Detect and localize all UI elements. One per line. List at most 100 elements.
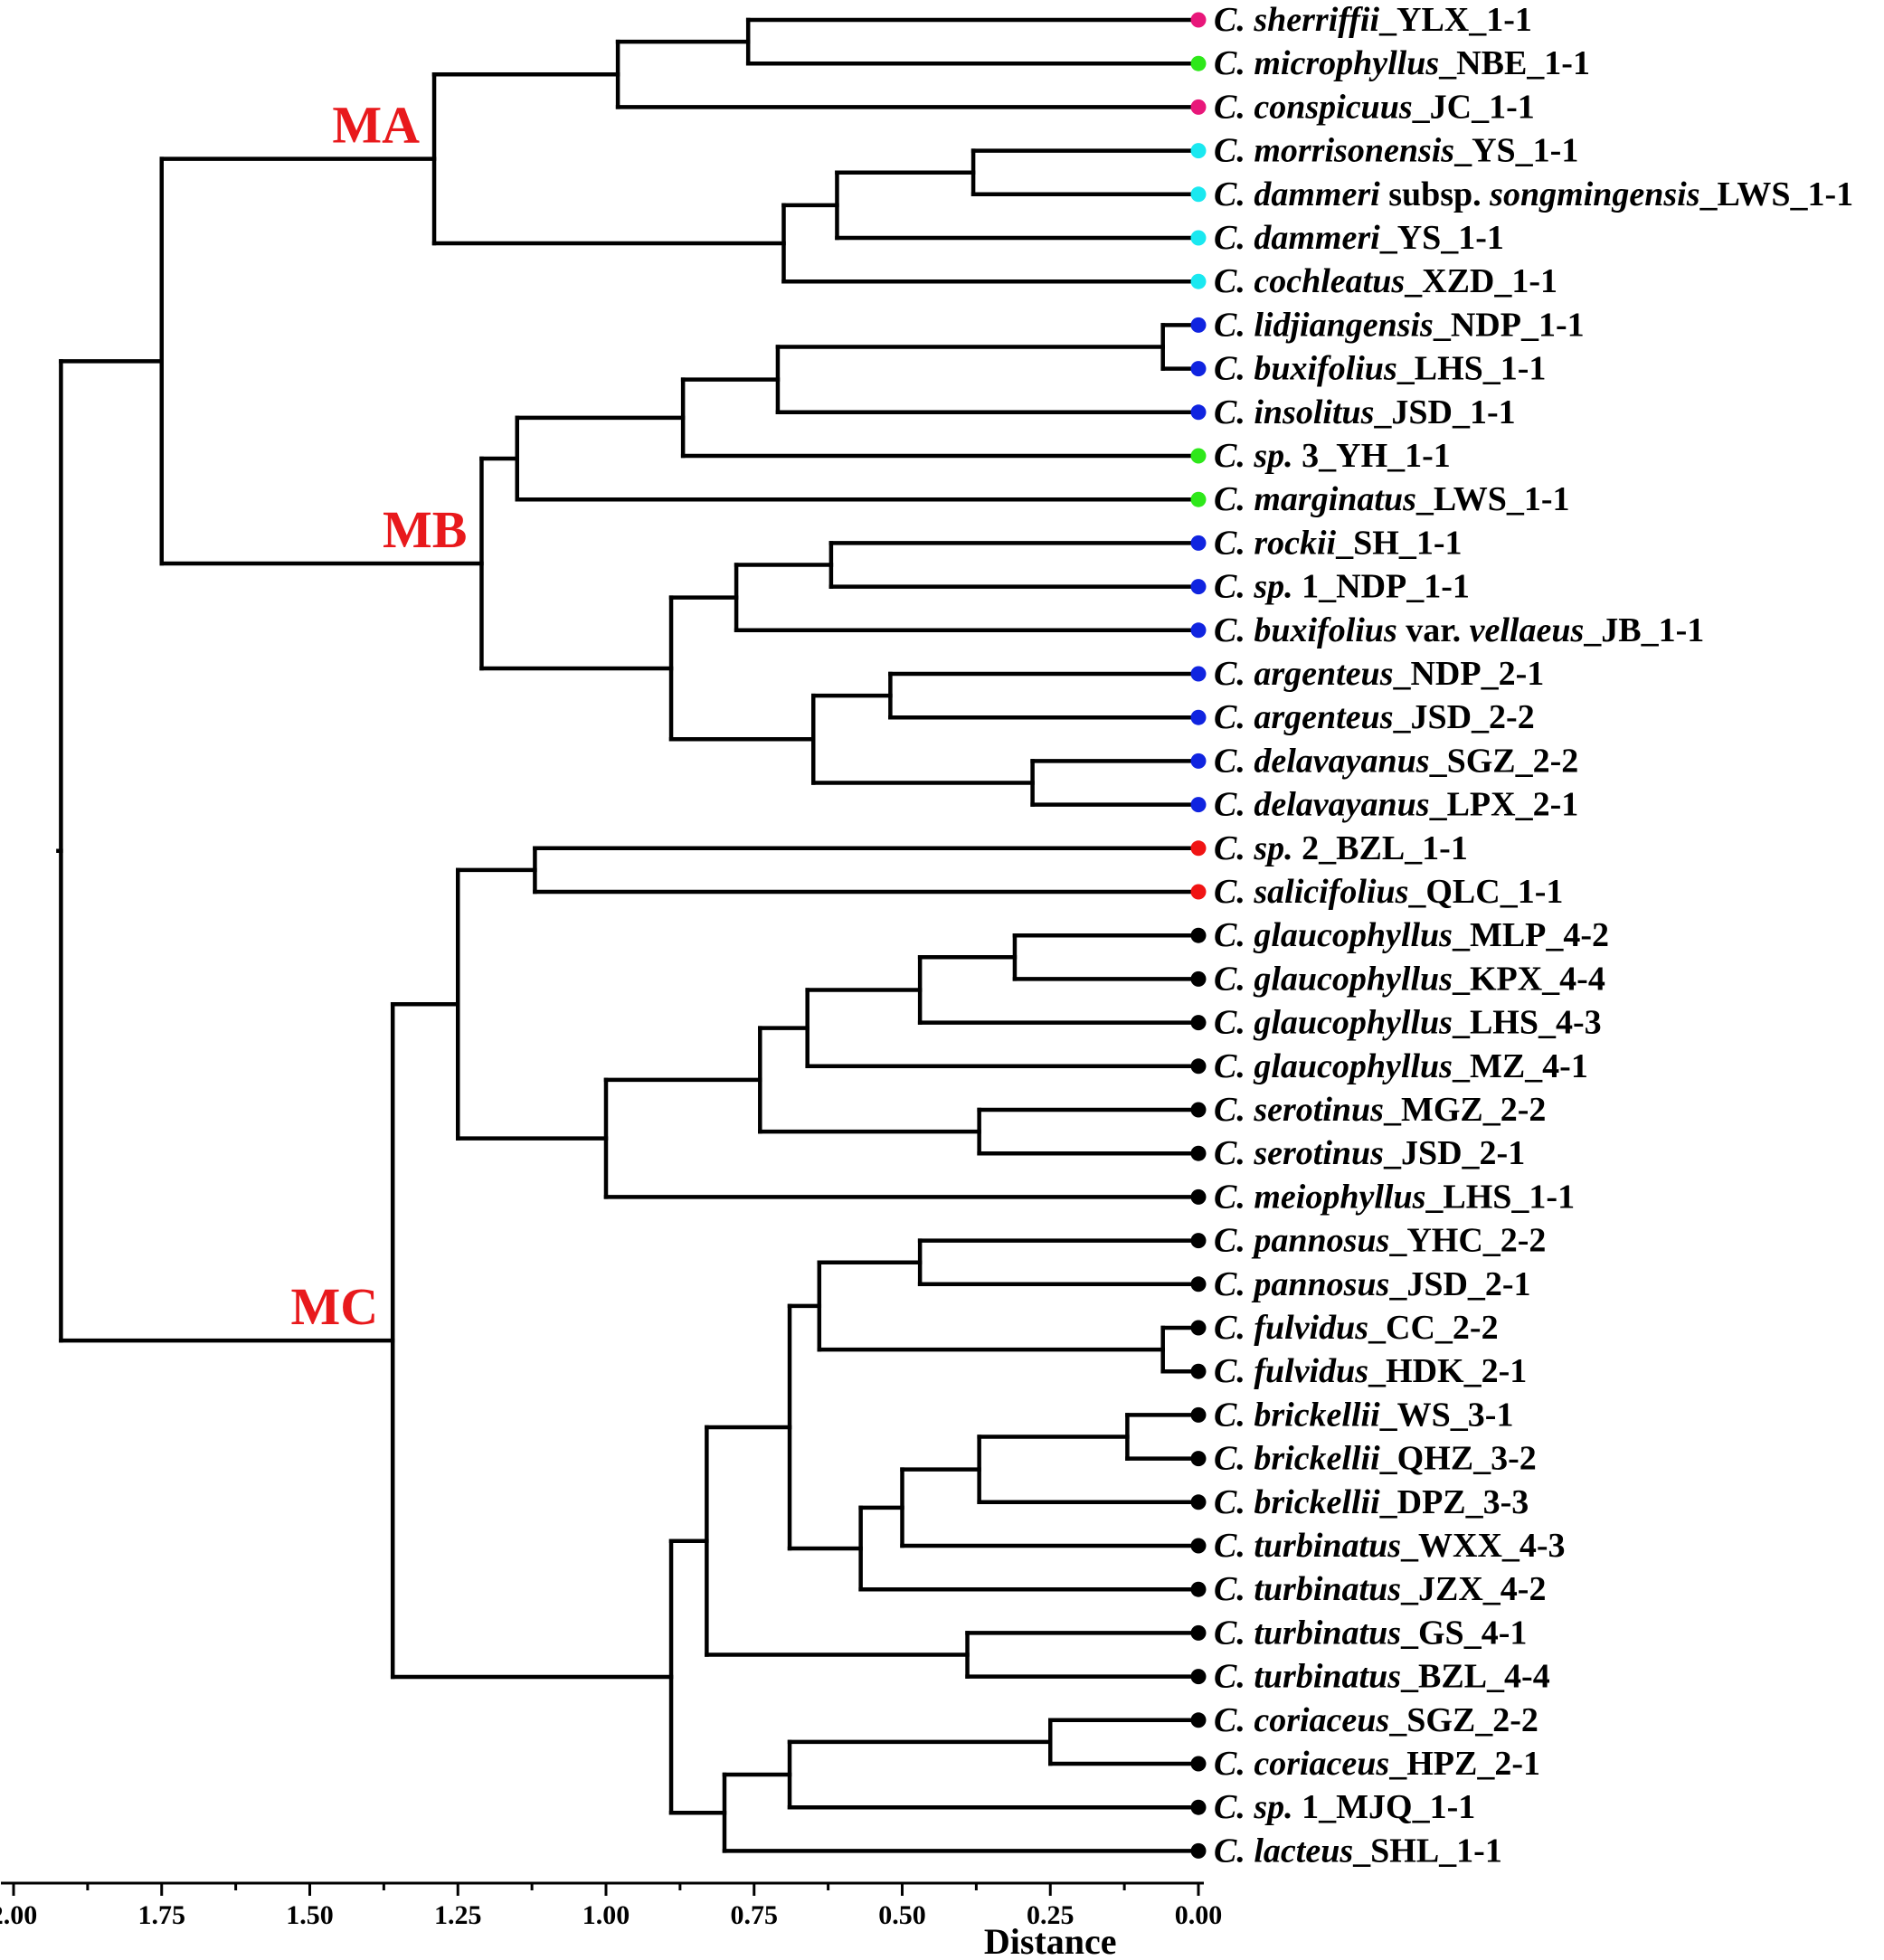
leaf-marker xyxy=(1190,361,1207,377)
leaf-label: C. buxifolius var. vellaeus_JB_1-1 xyxy=(1214,611,1704,649)
leaf-label: C. morrisonensis_YS_1-1 xyxy=(1214,132,1578,170)
leaf-marker xyxy=(1190,12,1207,28)
leaf-label: C. rockii_SH_1-1 xyxy=(1214,524,1462,562)
leaf-label: C. glaucophyllus_MLP_4-2 xyxy=(1214,916,1609,954)
leaf-label: C. serotinus_JSD_2-1 xyxy=(1214,1134,1525,1172)
clade-label-mc: MC xyxy=(291,1277,379,1336)
leaf-marker xyxy=(1190,230,1207,246)
leaf-label: C. conspicuus_JC_1-1 xyxy=(1214,88,1535,126)
leaf-label: C. pannosus_YHC_2-2 xyxy=(1214,1222,1546,1260)
leaf-label: C. glaucophyllus_LHS_4-3 xyxy=(1214,1004,1602,1042)
leaf-marker xyxy=(1190,840,1207,857)
leaf-label: C. delavayanus_SGZ_2-2 xyxy=(1214,742,1578,780)
clade-label-ma: MA xyxy=(332,96,420,155)
leaf-label: C. serotinus_MGZ_2-2 xyxy=(1214,1091,1546,1129)
x-axis: 2.00 1.75 1.50 1.25 1.00 0.75 0.50 0.25 0.00 Dist… xyxy=(0,1881,1223,1960)
leaf-label: C. dammeri subsp. songmingensis_LWS_1-1 xyxy=(1214,175,1853,213)
leaf-label: C. glaucophyllus_MZ_4-1 xyxy=(1214,1047,1588,1085)
leaf-marker xyxy=(1190,1058,1207,1075)
leaf-marker xyxy=(1190,1276,1207,1292)
leaf-label: C. salicifolius_QLC_1-1 xyxy=(1214,873,1563,911)
leaf-label: C. turbinatus_BZL_4-4 xyxy=(1214,1658,1550,1696)
leaf-marker xyxy=(1190,317,1207,333)
leaf-label: C. turbinatus_WXX_4-3 xyxy=(1214,1527,1566,1565)
leaf-label: C. delavayanus_LPX_2-1 xyxy=(1214,786,1578,824)
leaf-marker xyxy=(1190,1581,1207,1597)
leaf-label: C. lidjiangensis_NDP_1-1 xyxy=(1214,306,1585,344)
leaf-label: C. pannosus_JSD_2-1 xyxy=(1214,1265,1531,1303)
leaf-marker xyxy=(1190,448,1207,464)
leaf-label: C. fulvidus_HDK_2-1 xyxy=(1214,1352,1527,1390)
leaf-label: C. fulvidus_CC_2-2 xyxy=(1214,1309,1499,1347)
leaf-marker xyxy=(1190,99,1207,115)
leaf-marker xyxy=(1190,753,1207,769)
axis-tick-label: 1.25 xyxy=(434,1900,482,1930)
leaf-label: C. cochleatus_XZD_1-1 xyxy=(1214,262,1557,300)
leaf-label: C. buxifolius_LHS_1-1 xyxy=(1214,350,1546,388)
leaf-marker xyxy=(1190,55,1207,71)
leaf-label: C. sp. 3_YH_1-1 xyxy=(1214,437,1451,475)
leaf-label: C. sherriffii_YLX_1-1 xyxy=(1214,1,1532,39)
clade-label-mb: MB xyxy=(383,500,467,559)
leaf-marker xyxy=(1190,1669,1207,1685)
leaf-marker xyxy=(1190,709,1207,725)
leaf-label: C. coriaceus_HPZ_2-1 xyxy=(1214,1745,1540,1783)
axis-tick-label: 1.75 xyxy=(138,1900,186,1930)
axis-tick-label: 0.25 xyxy=(1027,1900,1075,1930)
axis-tick-label: 0.75 xyxy=(731,1900,779,1930)
leaf-marker xyxy=(1190,1624,1207,1641)
leaf-marker xyxy=(1190,1145,1207,1161)
leaf-marker xyxy=(1190,1451,1207,1467)
leaf-label: C. sp. 1_NDP_1-1 xyxy=(1214,568,1470,606)
axis-tick-label: 1.50 xyxy=(286,1900,334,1930)
leaf-marker xyxy=(1190,1799,1207,1815)
leaf-label: C. lacteus_SHL_1-1 xyxy=(1214,1832,1502,1870)
leaf-marker xyxy=(1190,1320,1207,1336)
leaf-marker xyxy=(1190,1494,1207,1510)
leaf-marker xyxy=(1190,622,1207,639)
leaf-marker xyxy=(1190,797,1207,813)
leaf-marker xyxy=(1190,143,1207,159)
leaf-label: C. brickellii_WS_3-1 xyxy=(1214,1396,1513,1434)
leaf-marker xyxy=(1190,1102,1207,1118)
x-axis-title: Distance xyxy=(984,1921,1117,1960)
leaf-marker xyxy=(1190,1842,1207,1859)
leaf-label: C. meiophyllus_LHS_1-1 xyxy=(1214,1178,1575,1216)
leaf-label: C. microphyllus_NBE_1-1 xyxy=(1214,44,1590,82)
leaf-marker xyxy=(1190,579,1207,595)
leaf-label: C. brickellii_DPZ_3-3 xyxy=(1214,1483,1529,1521)
leaf-marker xyxy=(1190,1406,1207,1423)
leaf-marker xyxy=(1190,1712,1207,1728)
leaf-label: C. insolitus_JSD_1-1 xyxy=(1214,393,1516,431)
leaf-marker xyxy=(1190,1188,1207,1205)
leaf-marker xyxy=(1190,1538,1207,1554)
leaf-label: C. argenteus_NDP_2-1 xyxy=(1214,655,1544,693)
leaf-label: C. brickellii_QHZ_3-2 xyxy=(1214,1440,1537,1478)
leaf-label: C. glaucophyllus_KPX_4-4 xyxy=(1214,960,1605,998)
leaf-marker xyxy=(1190,927,1207,943)
leaf-marker xyxy=(1190,971,1207,987)
axis-tick-label: 0.50 xyxy=(878,1900,926,1930)
leaf-marker xyxy=(1190,273,1207,289)
leaf-label: C. turbinatus_JZX_4-2 xyxy=(1214,1570,1546,1608)
leaf-label: C. coriaceus_SGZ_2-2 xyxy=(1214,1701,1538,1739)
clade-labels: MA MB MC xyxy=(291,96,468,1336)
leaf-marker xyxy=(1190,884,1207,900)
leaf-label: C. sp. 2_BZL_1-1 xyxy=(1214,829,1468,867)
leaf-labels: C. sherriffii_YLX_1-1 C. microphyllus_NBE… xyxy=(1190,1,1853,1870)
leaf-marker xyxy=(1190,535,1207,551)
leaf-marker xyxy=(1190,491,1207,507)
leaf-marker xyxy=(1190,1015,1207,1031)
leaf-marker xyxy=(1190,404,1207,421)
leaf-label: C. marginatus_LWS_1-1 xyxy=(1214,480,1570,518)
axis-tick-label: 1.00 xyxy=(582,1900,630,1930)
leaf-label: C. turbinatus_GS_4-1 xyxy=(1214,1614,1527,1652)
leaf-label: C. sp. 1_MJQ_1-1 xyxy=(1214,1788,1475,1826)
leaf-marker xyxy=(1190,186,1207,203)
leaf-marker xyxy=(1190,1756,1207,1772)
leaf-marker xyxy=(1190,1233,1207,1249)
leaf-marker xyxy=(1190,1363,1207,1379)
axis-tick-label: 0.00 xyxy=(1175,1900,1223,1930)
leaf-label: C. argenteus_JSD_2-2 xyxy=(1214,698,1535,736)
axis-tick-label: 2.00 xyxy=(0,1900,37,1930)
